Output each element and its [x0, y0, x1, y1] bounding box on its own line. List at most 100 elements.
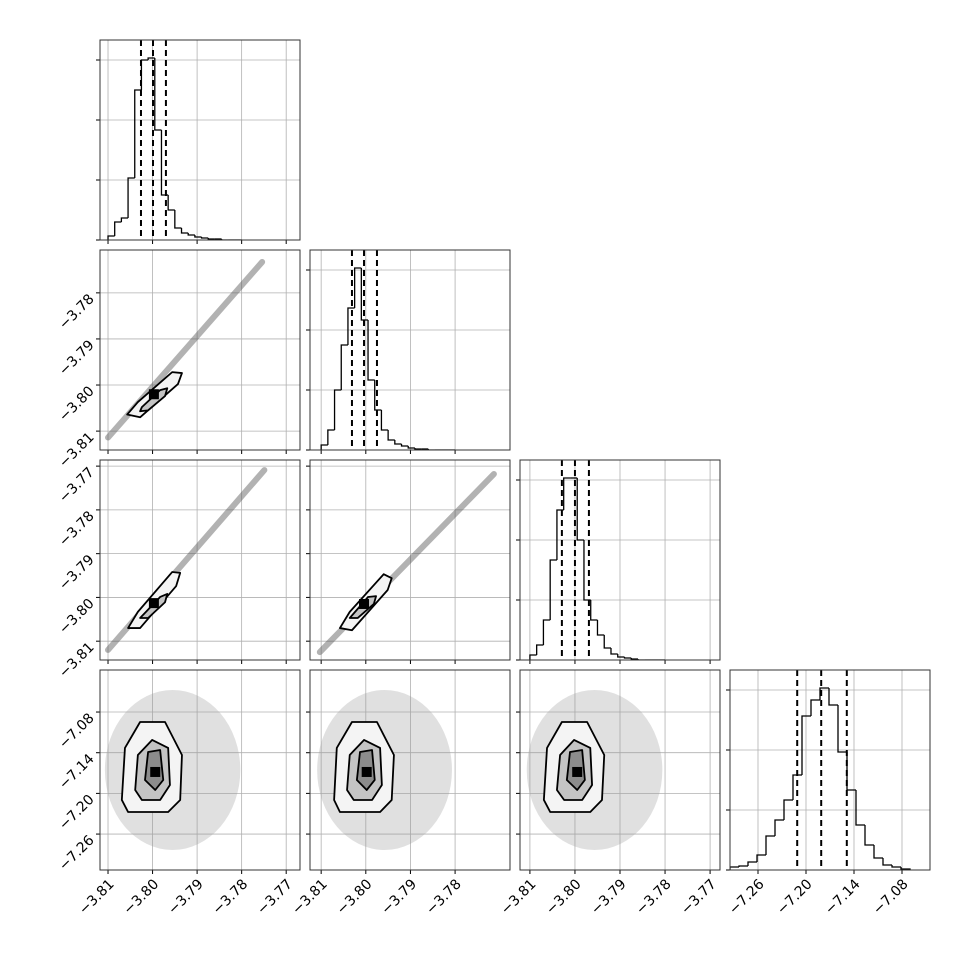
hist-bin [596, 620, 605, 636]
x-tick-label: −7.14 [822, 876, 864, 918]
plot-area [107, 40, 242, 240]
x-tick-label: −7.26 [726, 876, 768, 918]
panel-frame [519, 459, 721, 661]
hist-bin [180, 228, 189, 234]
panel-frame [99, 249, 301, 451]
x-tick-label: −7.08 [870, 876, 912, 918]
hist-bin [846, 752, 856, 791]
panel-frame [99, 39, 301, 241]
hist-bin [333, 389, 342, 430]
hist-bin [114, 221, 122, 236]
hist-bin [610, 648, 618, 655]
hist-bin [400, 444, 409, 447]
hist-bin [576, 478, 584, 541]
plot-area [105, 467, 268, 653]
y-tick-label: −3.79 [56, 337, 98, 379]
panel: −3.81−3.80−3.79−3.78 [56, 249, 301, 471]
panel-frame [309, 459, 511, 661]
hist-bin [756, 854, 766, 862]
plot-area [730, 670, 911, 870]
hist-bin [200, 237, 209, 239]
y-tick-label: −3.77 [56, 464, 98, 506]
plot-area [529, 460, 666, 660]
density-peak [361, 766, 372, 777]
hist-bin [730, 866, 739, 870]
hist-bin [347, 307, 355, 345]
plot-area [526, 690, 663, 850]
hist-bin [120, 217, 129, 222]
x-tick-label: −3.78 [210, 876, 252, 918]
density-peak [150, 766, 161, 777]
y-tick-label: −3.78 [56, 291, 98, 333]
hist-bin [160, 130, 169, 196]
panel-frame [729, 669, 931, 871]
x-tick-label: −3.78 [423, 876, 465, 918]
hist-bin [536, 644, 544, 655]
y-tick-label: −7.26 [56, 832, 98, 874]
panel [96, 39, 301, 244]
hist-bin [617, 654, 625, 658]
panel: −3.81−3.80−3.79−3.78−3.77 [56, 459, 301, 682]
y-tick-label: −3.81 [56, 640, 98, 682]
hist-bin [414, 448, 422, 450]
panel [306, 249, 511, 454]
x-tick-label: −3.79 [378, 876, 420, 918]
hist-bin [154, 58, 162, 131]
y-tick-label: −3.81 [56, 429, 98, 471]
hist-bin [134, 89, 142, 178]
hist-bin [174, 210, 182, 229]
hist-bin [783, 799, 793, 820]
panel: −7.26 −7.20 −7.14 −7.08 [726, 669, 931, 918]
panel: −3.81−3.80−3.79−3.78 [289, 669, 511, 918]
y-tick-label: −3.80 [56, 383, 98, 425]
hist-bin [637, 659, 645, 660]
y-tick-label: −3.80 [56, 596, 98, 638]
hist-bin [340, 344, 348, 390]
panel-frame [309, 669, 511, 871]
density-peak [359, 598, 370, 609]
plot-area [104, 690, 241, 850]
x-tick-label: −3.77 [254, 876, 296, 918]
density-peak [572, 766, 583, 777]
hist-bin [529, 654, 537, 660]
hist-bin [353, 267, 362, 308]
y-tick-label: −7.20 [56, 792, 98, 834]
hist-bin [407, 446, 415, 449]
hist-bin [127, 177, 135, 218]
panel-frame [519, 669, 721, 871]
hist-bin [367, 320, 375, 381]
hist-bin [747, 861, 757, 866]
x-tick-label: −3.81 [498, 876, 540, 918]
hist-bin [765, 835, 775, 855]
hist-bin [882, 858, 892, 866]
hist-bin [220, 239, 229, 240]
hist-bin [194, 235, 202, 238]
hist-bin [107, 235, 115, 240]
hist-bin [603, 635, 611, 649]
hist-bin [810, 699, 820, 716]
hist-bin [801, 715, 811, 775]
y-tick-label: −3.79 [56, 552, 98, 594]
plot-area [105, 258, 266, 441]
hist-bin [738, 865, 748, 867]
hist-bin [792, 774, 802, 800]
y-tick-label: −3.78 [56, 508, 98, 550]
x-tick-label: −3.79 [588, 876, 630, 918]
x-tick-label: −3.80 [334, 876, 376, 918]
hist-bin [837, 705, 847, 753]
hist-bin [327, 429, 335, 445]
density-peak [148, 598, 159, 609]
hist-bin [549, 559, 557, 620]
contour [139, 387, 169, 413]
y-tick-label: −7.08 [56, 710, 98, 752]
hist-bin [394, 440, 402, 445]
hist-bin [623, 657, 632, 659]
x-tick-label: −3.80 [121, 876, 163, 918]
hist-bin [891, 865, 901, 868]
plot-area [316, 471, 497, 656]
plot-area [320, 250, 456, 450]
panel-frame [99, 459, 301, 661]
hist-bin [320, 444, 328, 450]
panel: −3.81 −3.80 −3.79 −3.78 −3.77 −7.26−7.20−7.14… [56, 669, 301, 918]
